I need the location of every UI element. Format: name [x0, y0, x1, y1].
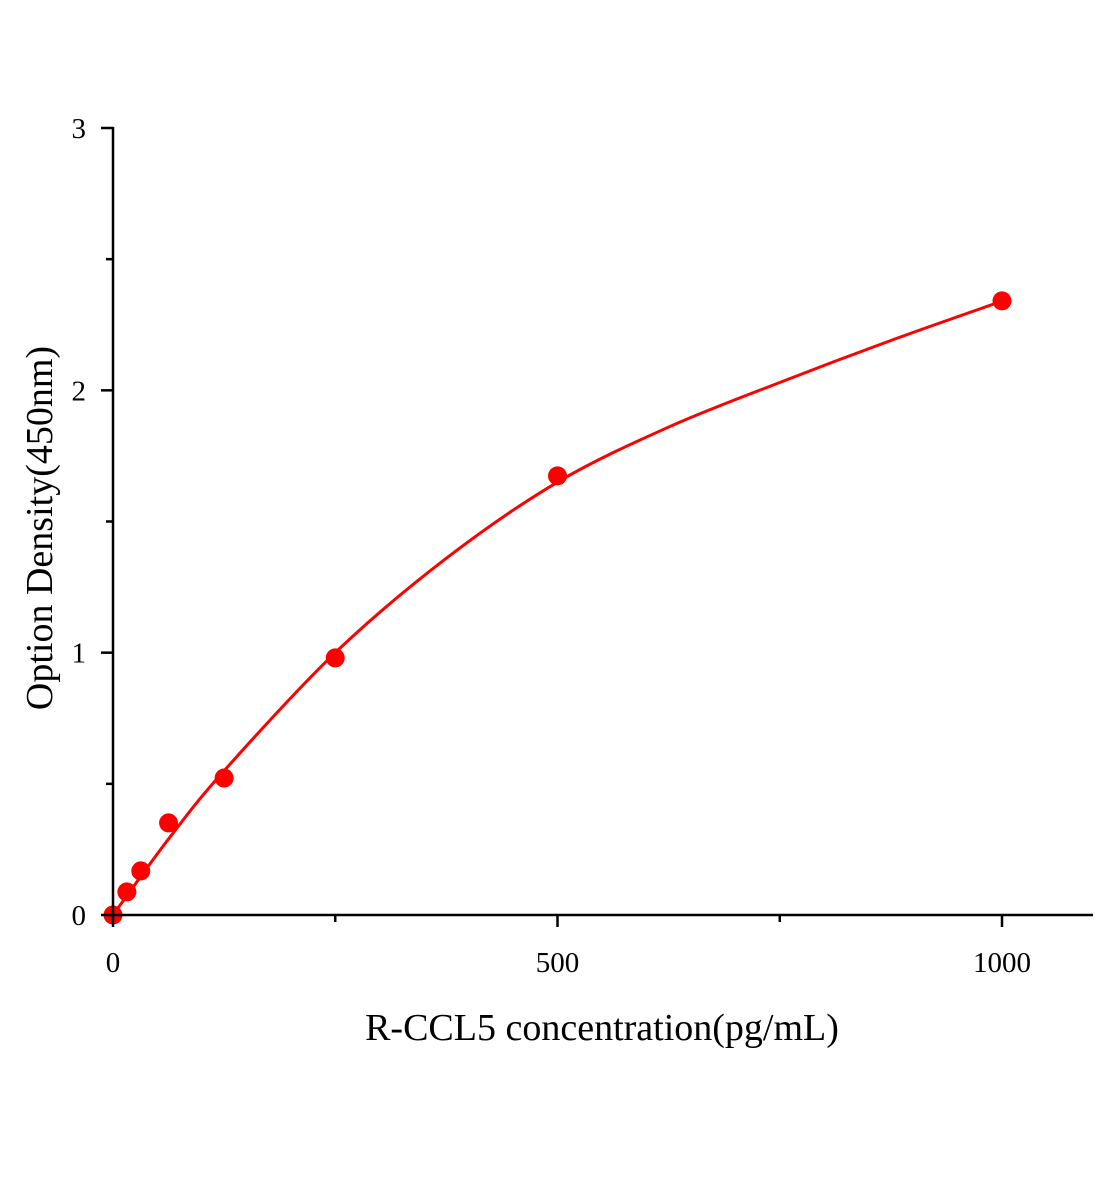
fit-curve — [111, 299, 1003, 916]
y-tick-label: 2 — [72, 375, 87, 407]
y-axis-label: Option Density(450nm) — [19, 346, 61, 710]
data-point — [548, 466, 567, 486]
data-point — [214, 768, 234, 788]
data-point — [159, 813, 179, 833]
data-point — [325, 648, 345, 668]
y-tick-label: 3 — [72, 113, 87, 145]
x-axis-label: R-CCL5 concentration(pg/mL) — [365, 1007, 839, 1049]
x-tick-label: 1000 — [973, 947, 1031, 979]
data-point — [117, 882, 137, 902]
data-point — [131, 861, 151, 881]
x-tick-label: 500 — [536, 947, 580, 979]
y-tick-label: 1 — [72, 638, 87, 670]
data-point — [992, 291, 1012, 311]
y-tick-label: 0 — [72, 900, 87, 932]
x-tick-label: 0 — [106, 947, 121, 979]
